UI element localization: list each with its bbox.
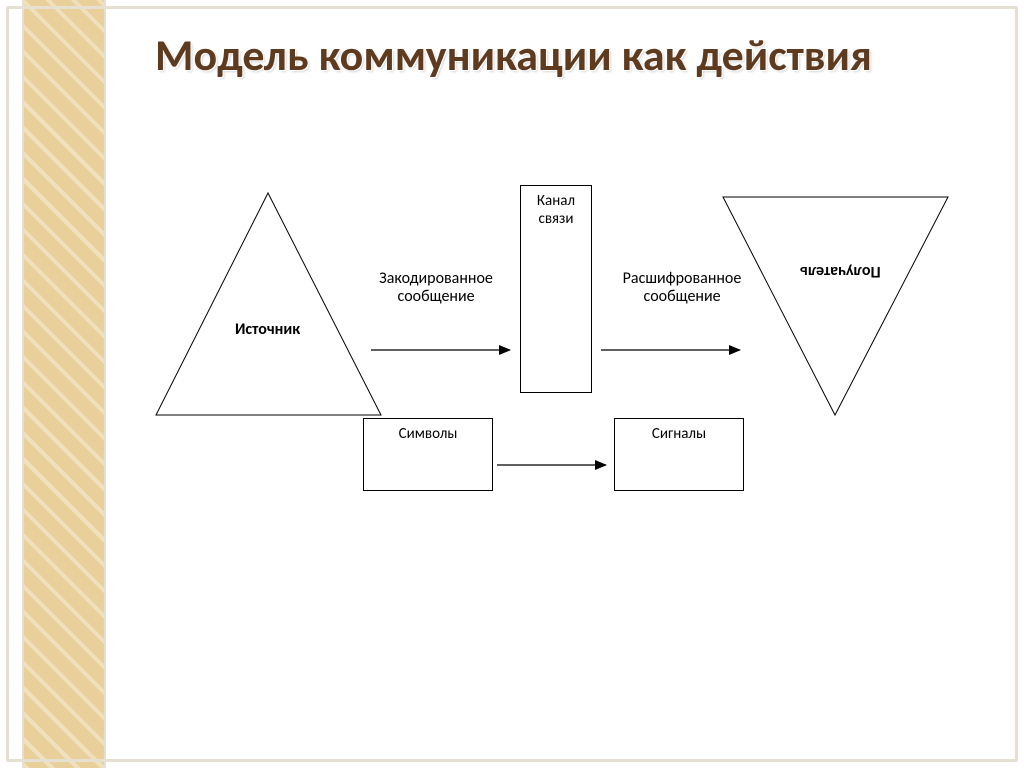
communication-diagram [0,0,1024,768]
node-symbols-label: Символы [399,425,458,443]
node-channel: Канал связи [520,185,592,393]
edge-label-decoded: Расшифрованное сообщение [602,270,762,307]
node-signals: Сигналы [614,418,744,491]
slide: Модель коммуникации как действия Канал с… [0,0,1024,768]
node-source-triangle [156,193,381,415]
node-symbols: Символы [363,418,493,491]
node-receiver-label: Получатель [800,262,881,281]
node-signals-label: Сигналы [652,425,706,443]
node-channel-label: Канал связи [521,192,591,228]
edge-label-encoded: Закодированное сообщение [356,270,516,307]
node-source-label: Источник [235,320,300,339]
